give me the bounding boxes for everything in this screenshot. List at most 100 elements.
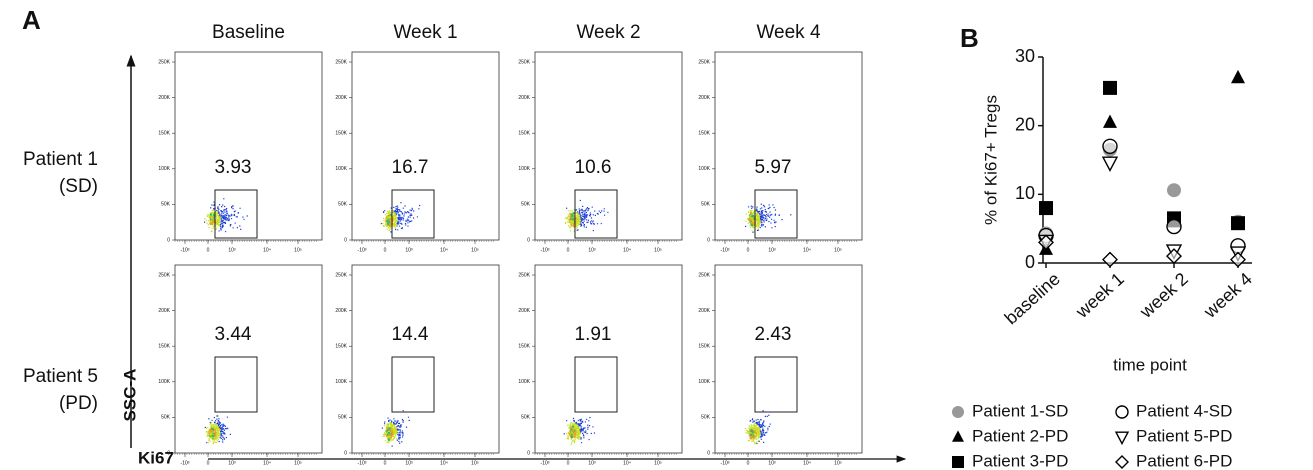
- event-dot: [761, 432, 763, 434]
- event-dot: [393, 212, 396, 215]
- event-dot: [212, 424, 214, 426]
- event-dot: [594, 214, 596, 217]
- event-dot: [761, 225, 763, 227]
- event-dot: [584, 421, 587, 423]
- event-dot: [583, 437, 585, 439]
- event-dot: [218, 421, 220, 423]
- event-dot: [224, 211, 226, 213]
- gate-percent: 14.4: [392, 324, 429, 345]
- event-dot: [567, 431, 570, 434]
- event-dot: [225, 214, 227, 216]
- event-dot: [580, 214, 582, 216]
- event-dot: [753, 441, 755, 443]
- event-dot: [587, 210, 589, 212]
- event-dot: [589, 215, 591, 217]
- event-dot: [224, 221, 226, 223]
- event-dot: [206, 442, 208, 444]
- event-dot: [384, 421, 386, 423]
- event-dot: [394, 432, 396, 434]
- event-dot: [392, 435, 394, 437]
- event-dot: [398, 440, 400, 443]
- event-dot: [407, 216, 409, 218]
- core-dot: [751, 427, 755, 430]
- event-dot: [581, 208, 583, 210]
- event-dot: [756, 426, 758, 429]
- event-dot: [567, 219, 570, 221]
- event-dot: [583, 218, 585, 220]
- event-dot: [745, 220, 747, 222]
- event-dot: [388, 226, 390, 229]
- y-tick-label: 20: [1015, 114, 1035, 134]
- event-dot: [399, 426, 402, 428]
- event-dot: [399, 437, 401, 439]
- event-dot: [582, 210, 584, 212]
- event-dot: [603, 210, 605, 212]
- event-dot: [586, 432, 588, 435]
- event-dot: [763, 205, 765, 207]
- event-dot: [387, 211, 389, 213]
- event-dot: [218, 211, 220, 213]
- core-dot: [572, 224, 576, 228]
- plot-y-tick-label: 100K: [698, 379, 710, 385]
- event-dot: [766, 218, 768, 220]
- event-dot: [598, 210, 600, 212]
- event-dot: [398, 422, 401, 424]
- event-dot: [213, 204, 215, 206]
- event-dot: [389, 211, 391, 213]
- event-dot: [758, 433, 760, 435]
- event-dot: [768, 215, 770, 217]
- event-dot: [763, 221, 765, 223]
- event-dot: [385, 224, 388, 226]
- x-tick-label: week 1: [1071, 269, 1128, 323]
- event-dot: [394, 212, 396, 214]
- event-dot: [759, 426, 761, 428]
- event-dot: [397, 211, 399, 213]
- event-dot: [217, 423, 220, 426]
- event-dot: [239, 225, 241, 227]
- event-dot: [223, 217, 225, 219]
- event-dot: [603, 208, 605, 210]
- plot-x-tick-label: -10³: [181, 247, 190, 253]
- event-dot: [393, 224, 395, 226]
- event-dot: [214, 437, 216, 439]
- event-dot: [211, 209, 213, 212]
- event-dot: [771, 213, 773, 216]
- event-dot: [573, 218, 576, 220]
- event-dot: [395, 422, 398, 424]
- event-dot: [585, 213, 587, 216]
- plot-frame: [351, 264, 500, 454]
- event-dot: [754, 432, 757, 434]
- event-dot: [756, 219, 758, 221]
- event-dot: [207, 432, 210, 434]
- event-dot: [756, 224, 758, 226]
- core-dot: [571, 430, 575, 433]
- event-dot: [216, 439, 219, 441]
- event-dot: [211, 227, 213, 229]
- event-dot: [407, 416, 410, 418]
- event-dot: [591, 223, 593, 225]
- event-dot: [385, 218, 387, 220]
- event-dot: [774, 209, 777, 211]
- event-dot: [758, 427, 760, 429]
- event-dot: [757, 222, 759, 224]
- event-dot: [213, 439, 216, 441]
- data-point: [1103, 80, 1117, 95]
- event-dot: [578, 430, 580, 432]
- plot-y-tick-label: 100K: [698, 166, 710, 172]
- event-dot: [382, 211, 385, 213]
- event-dot: [211, 438, 213, 441]
- event-dot: [760, 212, 762, 214]
- event-dot: [213, 426, 216, 428]
- legend-marker: [952, 430, 964, 442]
- event-dot: [755, 442, 757, 444]
- event-dot: [218, 220, 220, 222]
- core-dot: [570, 428, 573, 431]
- event-dot: [222, 219, 224, 221]
- event-dot: [767, 215, 769, 217]
- event-dot: [221, 212, 223, 214]
- event-dot: [585, 430, 587, 432]
- event-dot: [755, 216, 757, 218]
- event-dot: [217, 437, 219, 439]
- event-dot: [752, 213, 754, 215]
- gate: [574, 189, 618, 239]
